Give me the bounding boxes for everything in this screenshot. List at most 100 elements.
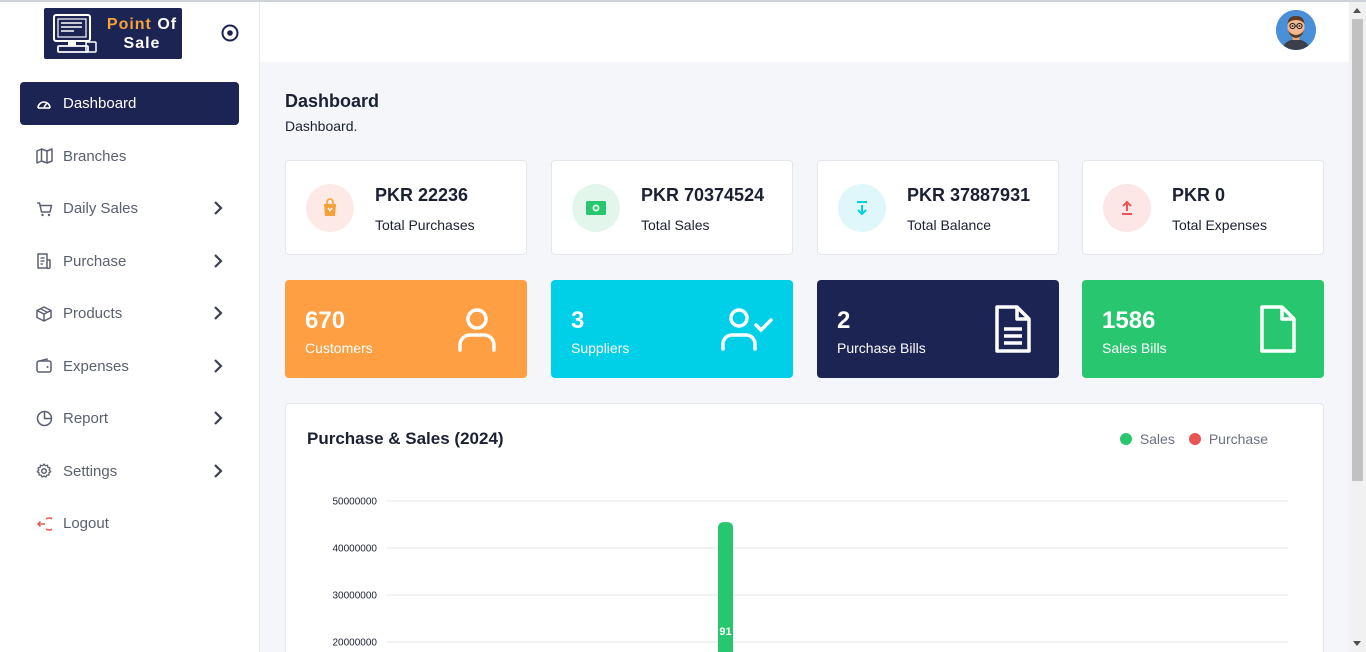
- upload-icon: [1103, 184, 1151, 232]
- sidebar-item-logout[interactable]: Logout: [20, 502, 239, 545]
- page-title: Dashboard: [285, 91, 380, 111]
- scroll-thumb[interactable]: [1352, 19, 1363, 481]
- stat-card-total-balance: PKR 37887931 Total Balance: [817, 160, 1059, 255]
- y-tick-label: 20000000: [333, 638, 378, 649]
- count-card-customers[interactable]: 670 Customers: [285, 280, 527, 378]
- wallet-icon: [35, 357, 53, 375]
- count-label: Suppliers: [571, 340, 630, 356]
- breadcrumb: Dashboard.: [285, 118, 358, 134]
- logo-text-sale: Sale: [123, 34, 161, 52]
- stat-value: PKR 37887931: [907, 185, 1031, 205]
- scroll-down-arrow-icon[interactable]: [1353, 641, 1361, 646]
- sidebar-item-daily-sales[interactable]: Daily Sales: [20, 187, 239, 230]
- user-icon: [458, 308, 496, 352]
- sidebar-item-branches[interactable]: Branches: [20, 135, 239, 178]
- sidebar-nav: Dashboard Branches Daily Sales Purchase: [20, 82, 239, 555]
- logo-text-of: Of: [157, 15, 178, 33]
- legend-label: Purchase: [1208, 431, 1268, 447]
- sidebar-item-expenses[interactable]: Expenses: [20, 345, 239, 388]
- box-icon: [35, 305, 53, 323]
- stat-value: PKR 22236: [375, 185, 469, 205]
- y-tick-label: 40000000: [333, 544, 378, 555]
- count-label: Purchase Bills: [837, 340, 926, 356]
- stat-card-total-sales: PKR 70374524 Total Sales: [551, 160, 793, 255]
- app-logo[interactable]: Point Of Sale: [44, 8, 182, 59]
- stat-label: Total Expenses: [1172, 217, 1267, 233]
- cash-icon: [572, 184, 620, 232]
- chevron-right-icon: [214, 358, 223, 373]
- sidebar-item-label: Purchase: [63, 252, 127, 270]
- sidebar-item-report[interactable]: Report: [20, 397, 239, 440]
- chevron-right-icon: [214, 411, 223, 425]
- user-avatar[interactable]: [1276, 10, 1316, 50]
- logo-text-point: Point: [106, 15, 158, 33]
- stat-label: Total Balance: [907, 217, 992, 233]
- chevron-right-icon: [214, 463, 223, 478]
- sidebar-item-label: Daily Sales: [63, 200, 139, 217]
- stat-card-total-purchases: PKR 22236 Total Purchases: [285, 160, 527, 255]
- shopping-bag-icon: [306, 184, 354, 232]
- stat-label: Total Sales: [641, 217, 710, 233]
- bar-data-label: 91: [719, 626, 731, 638]
- sidebar-item-label: Settings: [63, 462, 118, 480]
- chevron-right-icon: [214, 253, 223, 268]
- count-card-suppliers[interactable]: 3 Suppliers: [551, 280, 793, 378]
- sidebar-item-purchase[interactable]: Purchase: [20, 240, 239, 283]
- sidebar-item-label: Dashboard: [63, 95, 137, 112]
- stat-value: PKR 70374524: [641, 185, 765, 205]
- chart-plot: 50000000 40000000 30000000 20000000 91: [333, 497, 1288, 652]
- stat-label: Total Purchases: [375, 217, 475, 233]
- file-text-icon: [995, 305, 1031, 353]
- avatar-image: [1276, 10, 1316, 50]
- sidebar-item-label: Logout: [63, 515, 109, 532]
- window-top-border: [0, 0, 1366, 2]
- top-header: [260, 2, 1350, 62]
- legend-label: Sales: [1139, 431, 1175, 447]
- receipt-icon: [35, 252, 53, 270]
- sidebar-item-dashboard[interactable]: Dashboard: [20, 82, 239, 125]
- purchase-sales-chart-card: Purchase & Sales (2024) Sales Purchase 5…: [285, 403, 1324, 652]
- stat-value: PKR 0: [1172, 185, 1226, 205]
- count-value: 1586: [1102, 307, 1156, 334]
- sales-bar[interactable]: [718, 522, 733, 652]
- gauge-icon: [35, 95, 53, 113]
- sidebar-item-products[interactable]: Products: [20, 292, 239, 335]
- monitor-logo-icon: [53, 13, 97, 53]
- download-icon: [838, 184, 886, 232]
- y-tick-label: 50000000: [333, 497, 378, 508]
- count-value: 2: [837, 307, 851, 334]
- legend-dot: [1119, 433, 1132, 445]
- logo-text: Point Of Sale: [102, 15, 182, 53]
- scroll-up-arrow-icon[interactable]: [1353, 8, 1361, 13]
- count-label: Sales Bills: [1102, 340, 1167, 356]
- count-value: 3: [571, 307, 585, 334]
- chart-legend: Sales Purchase: [1106, 431, 1268, 447]
- y-tick-label: 30000000: [333, 591, 378, 602]
- stat-card-total-expenses: PKR 0 Total Expenses: [1082, 160, 1324, 255]
- logout-icon: [35, 515, 53, 533]
- count-card-purchase-bills[interactable]: 2 Purchase Bills: [817, 280, 1059, 378]
- legend-item-purchase[interactable]: Purchase: [1188, 431, 1268, 447]
- sidebar: Point Of Sale Dashboard Branches Daily S…: [0, 2, 260, 652]
- user-check-icon: [721, 308, 773, 351]
- map-icon: [35, 147, 53, 165]
- sidebar-item-label: Products: [63, 305, 123, 322]
- file-icon: [1260, 305, 1296, 353]
- sidebar-item-settings[interactable]: Settings: [20, 450, 239, 493]
- sidebar-item-label: Branches: [63, 147, 127, 165]
- legend-dot: [1188, 433, 1201, 445]
- sidebar-item-label: Report: [63, 410, 109, 427]
- sidebar-toggle-icon[interactable]: [220, 23, 240, 43]
- count-card-sales-bills[interactable]: 1586 Sales Bills: [1082, 280, 1324, 378]
- page-scrollbar[interactable]: [1349, 2, 1366, 652]
- count-value: 670: [305, 307, 346, 334]
- pie-chart-icon: [35, 410, 53, 428]
- chart-title: Purchase & Sales (2024): [307, 429, 504, 448]
- cart-icon: [35, 200, 53, 218]
- count-label: Customers: [305, 340, 373, 356]
- chevron-right-icon: [214, 306, 223, 320]
- chevron-right-icon: [214, 201, 223, 215]
- gear-icon: [35, 462, 53, 480]
- legend-item-sales[interactable]: Sales: [1119, 431, 1175, 447]
- sidebar-item-label: Expenses: [63, 357, 129, 375]
